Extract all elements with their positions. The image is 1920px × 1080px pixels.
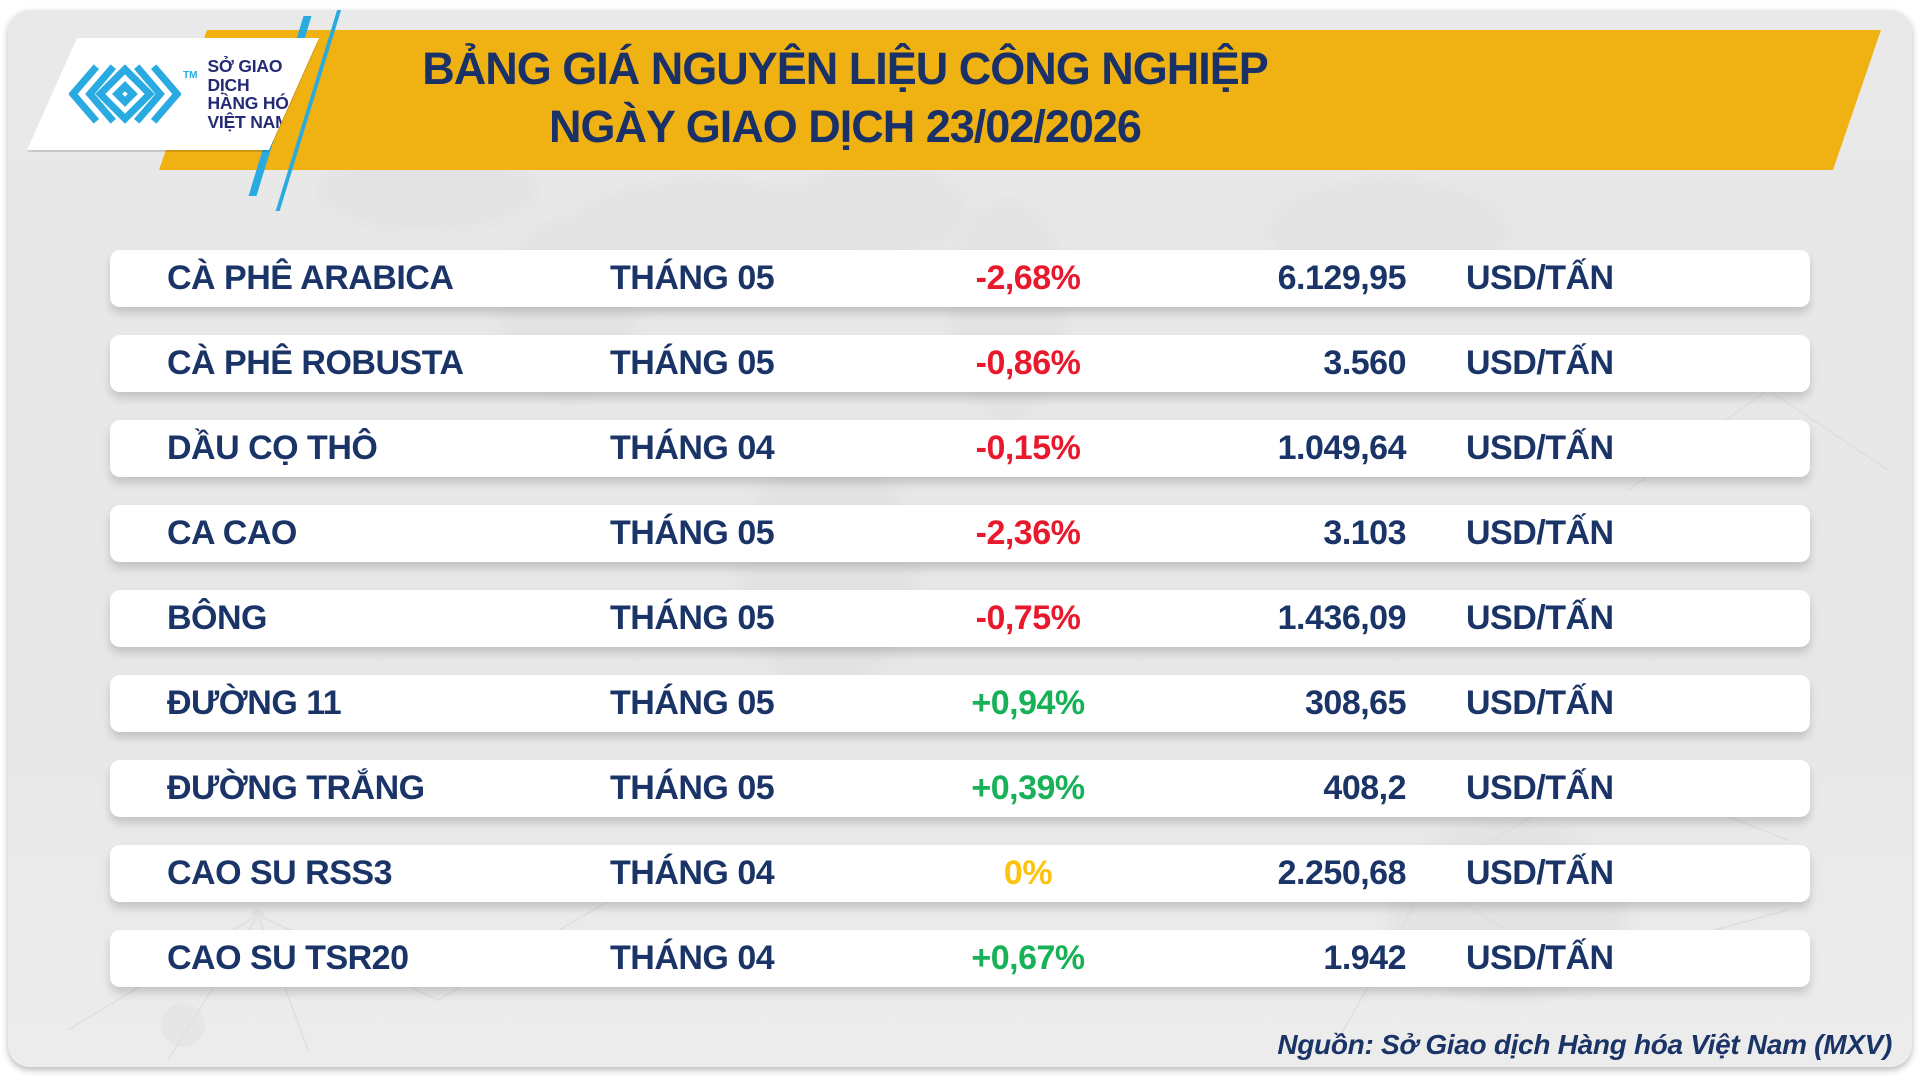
price-value: 2.250,68 [1277, 854, 1407, 892]
title-line-2: NGÀY GIAO DỊCH 23/02/2026 [549, 101, 1142, 152]
price-value: 1.049,64 [1277, 429, 1407, 467]
price-unit: USD/TẤN [1466, 599, 1614, 637]
header-banner: BẢNG GIÁ NGUYÊN LIỆU CÔNG NGHIỆP NGÀY GI… [159, 30, 1881, 170]
commodity-name: CAO SU TSR20 [167, 939, 409, 977]
price-unit: USD/TẤN [1466, 939, 1614, 977]
percent-change: -2,36% [975, 514, 1081, 552]
percent-change: -0,75% [975, 599, 1081, 637]
price-value: 6.129,95 [1277, 259, 1407, 297]
title-line-1: BẢNG GIÁ NGUYÊN LIỆU CÔNG NGHIỆP [422, 43, 1269, 94]
commodity-name: CAO SU RSS3 [167, 854, 393, 892]
background-panel: BẢNG GIÁ NGUYÊN LIỆU CÔNG NGHIỆP NGÀY GI… [8, 10, 1912, 1067]
trademark-symbol: TM [183, 69, 198, 81]
commodity-name: CÀ PHÊ ROBUSTA [167, 344, 464, 382]
contract-month: THÁNG 04 [610, 854, 775, 892]
commodity-name: CÀ PHÊ ARABICA [167, 259, 454, 297]
contract-month: THÁNG 05 [610, 344, 775, 382]
percent-change: -0,15% [975, 429, 1081, 467]
price-unit: USD/TẤN [1466, 259, 1614, 297]
price-table-row: CA CAO THÁNG 05 -2,36% 3.103 USD/TẤN [110, 505, 1810, 562]
contract-month: THÁNG 05 [610, 684, 775, 722]
price-unit: USD/TẤN [1466, 344, 1614, 382]
exchange-name-line-3: VIỆT NAM [207, 111, 290, 132]
commodity-name: CA CAO [167, 514, 297, 552]
percent-change: -0,86% [975, 344, 1081, 382]
price-table-row: CAO SU TSR20 THÁNG 04 +0,67% 1.942 USD/T… [110, 930, 1810, 987]
price-unit: USD/TẤN [1466, 684, 1614, 722]
commodity-name: DẦU CỌ THÔ [167, 429, 378, 467]
percent-change: +0,39% [971, 769, 1085, 807]
page-title: BẢNG GIÁ NGUYÊN LIỆU CÔNG NGHIỆP NGÀY GI… [208, 40, 1482, 156]
price-unit: USD/TẤN [1466, 429, 1614, 467]
commodity-name: ĐƯỜNG TRẮNG [167, 769, 425, 807]
contract-month: THÁNG 04 [610, 429, 775, 467]
price-value: 1.436,09 [1277, 599, 1407, 637]
contract-month: THÁNG 04 [610, 939, 775, 977]
mxv-logo-icon [69, 64, 181, 124]
price-value: 3.103 [1323, 514, 1406, 552]
percent-change: +0,94% [971, 684, 1085, 722]
price-table-row: CÀ PHÊ ROBUSTA THÁNG 05 -0,86% 3.560 USD… [110, 335, 1810, 392]
percent-change: 0% [1003, 854, 1053, 892]
price-unit: USD/TẤN [1466, 854, 1614, 892]
source-credit: Nguồn: Sở Giao dịch Hàng hóa Việt Nam (M… [1277, 1029, 1892, 1060]
price-value: 1.942 [1323, 939, 1406, 977]
price-table-row: ĐƯỜNG 11 THÁNG 05 +0,94% 308,65 USD/TẤN [110, 675, 1810, 732]
price-value: 308,65 [1305, 684, 1407, 722]
price-table-row: DẦU CỌ THÔ THÁNG 04 -0,15% 1.049,64 USD/… [110, 420, 1810, 477]
exchange-name: SỞ GIAO DỊCH HÀNG HÓA VIỆT NAM [207, 57, 319, 131]
mxv-logo-card: TM SỞ GIAO DỊCH HÀNG HÓA VIỆT NAM [27, 38, 319, 150]
price-table-row: ĐƯỜNG TRẮNG THÁNG 05 +0,39% 408,2 USD/TẤ… [110, 760, 1810, 817]
contract-month: THÁNG 05 [610, 514, 775, 552]
price-table-row: CÀ PHÊ ARABICA THÁNG 05 -2,68% 6.129,95 … [110, 250, 1810, 307]
price-value: 3.560 [1323, 344, 1406, 382]
price-unit: USD/TẤN [1466, 769, 1614, 807]
percent-change: +0,67% [971, 939, 1085, 977]
contract-month: THÁNG 05 [610, 259, 775, 297]
exchange-name-line-1: SỞ GIAO DỊCH [207, 56, 283, 95]
price-table-row: CAO SU RSS3 THÁNG 04 0% 2.250,68 USD/TẤN [110, 845, 1810, 902]
price-table: CÀ PHÊ ARABICA THÁNG 05 -2,68% 6.129,95 … [110, 250, 1810, 1015]
percent-change: -2,68% [975, 259, 1081, 297]
commodity-name: BÔNG [167, 599, 268, 637]
commodity-name: ĐƯỜNG 11 [167, 684, 342, 722]
exchange-name-line-2: HÀNG HÓA [207, 93, 302, 113]
price-unit: USD/TẤN [1466, 514, 1614, 552]
price-value: 408,2 [1323, 769, 1406, 807]
contract-month: THÁNG 05 [610, 769, 775, 807]
price-table-row: BÔNG THÁNG 05 -0,75% 1.436,09 USD/TẤN [110, 590, 1810, 647]
contract-month: THÁNG 05 [610, 599, 775, 637]
